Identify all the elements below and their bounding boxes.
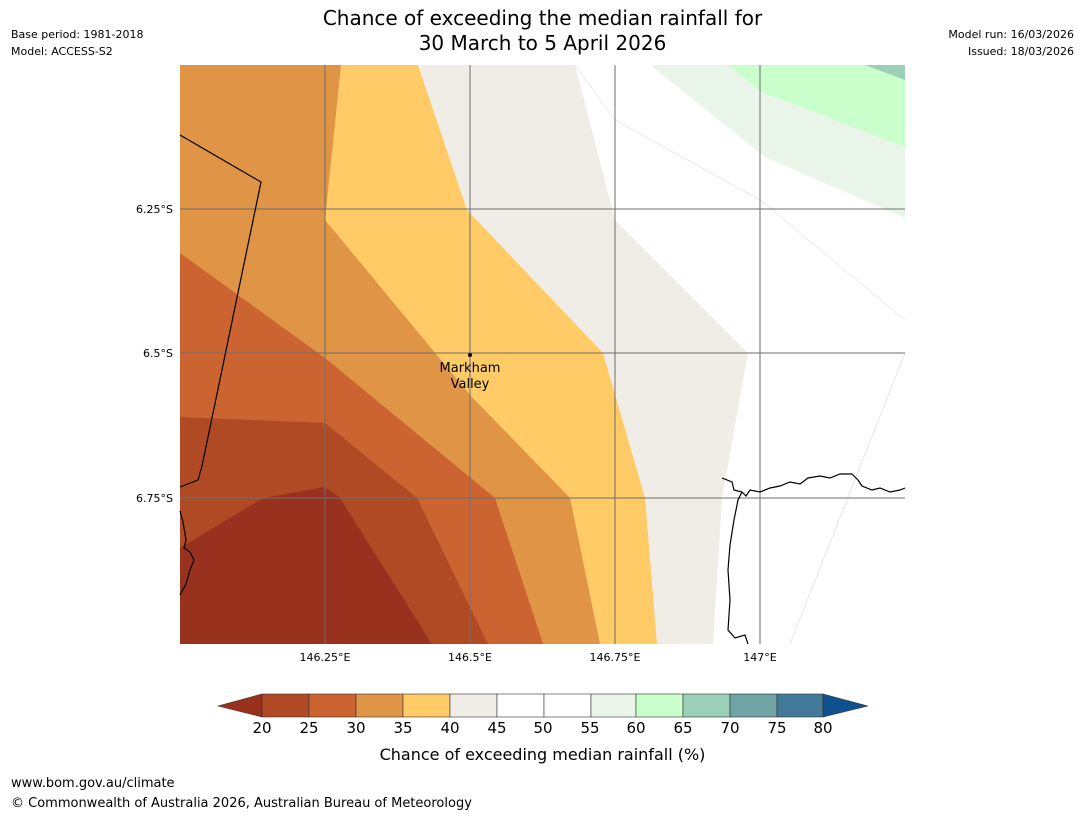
map-title: Chance of exceeding the median rainfall … — [0, 6, 1085, 56]
colorbar-tick: 75 — [767, 719, 787, 737]
colorbar-tick: 60 — [626, 719, 646, 737]
lat-label: 6.75°S — [136, 492, 173, 505]
colorbar-label: Chance of exceeding median rainfall (%) — [379, 745, 706, 764]
colorbar-tick: 40 — [440, 719, 460, 737]
website-link[interactable]: www.bom.gov.au/climate — [11, 776, 175, 791]
lon-label: 146.75°E — [590, 651, 641, 664]
colorbar-30-35 — [355, 693, 404, 718]
colorbar-35-40 — [402, 693, 451, 718]
colorbar-25-30 — [308, 693, 357, 718]
colorbar-tick: 55 — [580, 719, 600, 737]
colorbar-45-50 — [496, 693, 545, 718]
colorbar-below-20 — [216, 693, 263, 718]
colorbar-above-80 — [822, 693, 869, 718]
province-boundary — [179, 134, 262, 488]
lon-label: 146.25°E — [300, 651, 351, 664]
colorbar-tick: 65 — [673, 719, 693, 737]
boundaries — [179, 134, 906, 645]
colorbar-tick: 70 — [720, 719, 740, 737]
model-info: Base period: 1981-2018 Model: ACCESS-S2 — [11, 26, 143, 60]
colorbar — [216, 693, 869, 718]
title-line-1: Chance of exceeding the median rainfall … — [322, 6, 763, 30]
graticule — [180, 65, 905, 644]
band-60-65 — [728, 65, 905, 147]
model-name: Model: ACCESS-S2 — [11, 45, 113, 58]
lat-label: 6.5°S — [143, 347, 173, 360]
colorbar-tick: 30 — [346, 719, 366, 737]
issued-date: Issued: 18/03/2026 — [967, 45, 1074, 58]
coastline-west — [179, 510, 195, 596]
probability-field — [180, 65, 905, 644]
band-45-55 — [575, 65, 905, 644]
colorbar-tick: 25 — [299, 719, 319, 737]
lon-label: 146.5°E — [448, 651, 492, 664]
colorbar-60-65 — [635, 693, 684, 718]
base-period: Base period: 1981-2018 — [11, 28, 144, 41]
title-line-2: 30 March to 5 April 2026 — [418, 31, 667, 55]
coastline-east — [721, 473, 906, 497]
coastline-gulf — [727, 491, 749, 645]
place-label-line-1: Markham — [440, 361, 501, 376]
colorbar-tick: 20 — [252, 719, 272, 737]
colorbar-55-60 — [590, 693, 637, 718]
colorbar-tick: 80 — [813, 719, 833, 737]
colorbar-75-80 — [776, 693, 824, 718]
colorbar-50-55 — [543, 693, 592, 718]
lon-label: 147°E — [743, 651, 776, 664]
run-info: Model run: 16/03/2026 Issued: 18/03/2026 — [948, 26, 1074, 60]
copyright-notice: © Commonwealth of Australia 2026, Austra… — [11, 796, 472, 811]
longitude-labels: 146.25°E 146.5°E 146.75°E 147°E — [300, 651, 777, 664]
colorbar-tick: 45 — [487, 719, 507, 737]
colorbar-20-25 — [261, 693, 310, 718]
band-65-70 — [865, 65, 905, 80]
colorbar-65-70 — [682, 693, 731, 718]
lat-label: 6.25°S — [136, 203, 173, 216]
markham-valley-dot — [468, 353, 472, 357]
colorbar-70-75 — [729, 693, 778, 718]
colorbar-tick: 50 — [533, 719, 553, 737]
colorbar-40-45 — [449, 693, 498, 718]
model-run: Model run: 16/03/2026 — [948, 28, 1074, 41]
latitude-labels: 6.25°S 6.5°S 6.75°S — [136, 203, 173, 505]
place-label-line-2: Valley — [451, 377, 490, 392]
place-marker: Markham Valley — [440, 353, 501, 392]
colorbar-tick: 35 — [393, 719, 413, 737]
